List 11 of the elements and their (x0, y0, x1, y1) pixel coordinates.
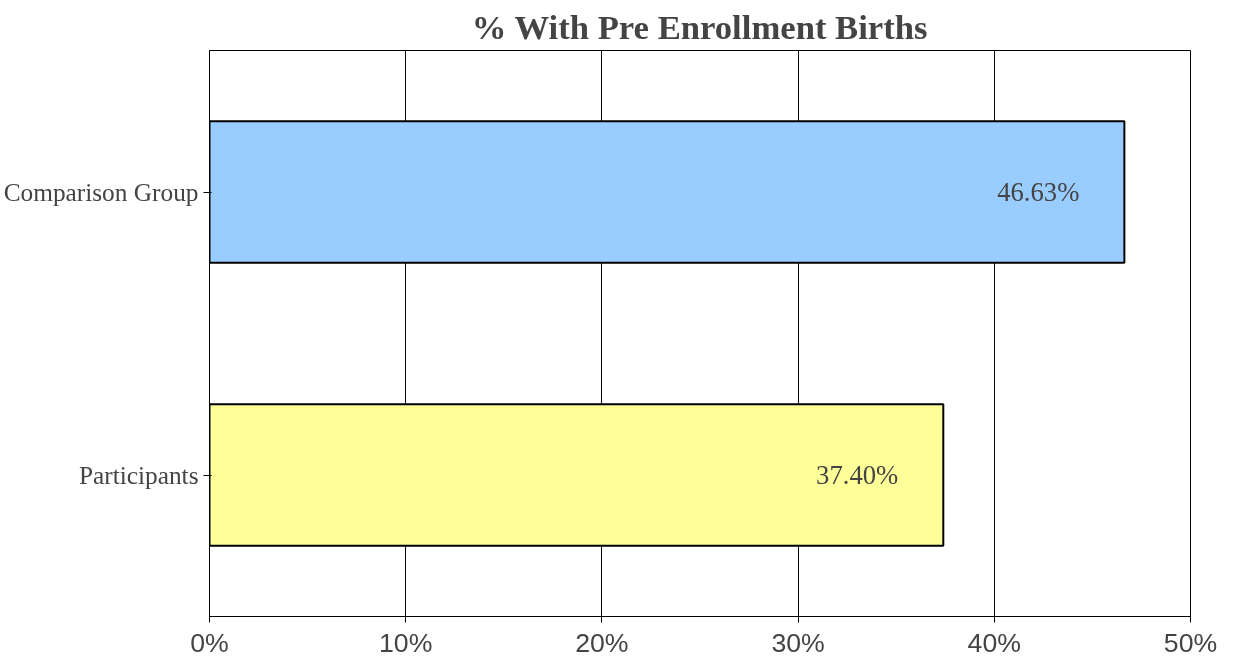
y-tick-label: Participants (78, 461, 199, 489)
x-tick-label: 50% (1163, 627, 1218, 658)
x-tick-label: 40% (967, 627, 1021, 658)
x-tick-label: 10% (379, 627, 433, 658)
y-tick-label: Comparison Group (3, 178, 199, 206)
x-tick-label: 20% (575, 627, 629, 658)
chart-title: % With Pre Enrollment Births (471, 7, 928, 46)
data-label: 37.40% (816, 460, 899, 490)
x-tick-label: 30% (771, 627, 825, 658)
data-label: 46.63% (997, 177, 1080, 207)
x-tick-label: 0% (190, 627, 229, 658)
